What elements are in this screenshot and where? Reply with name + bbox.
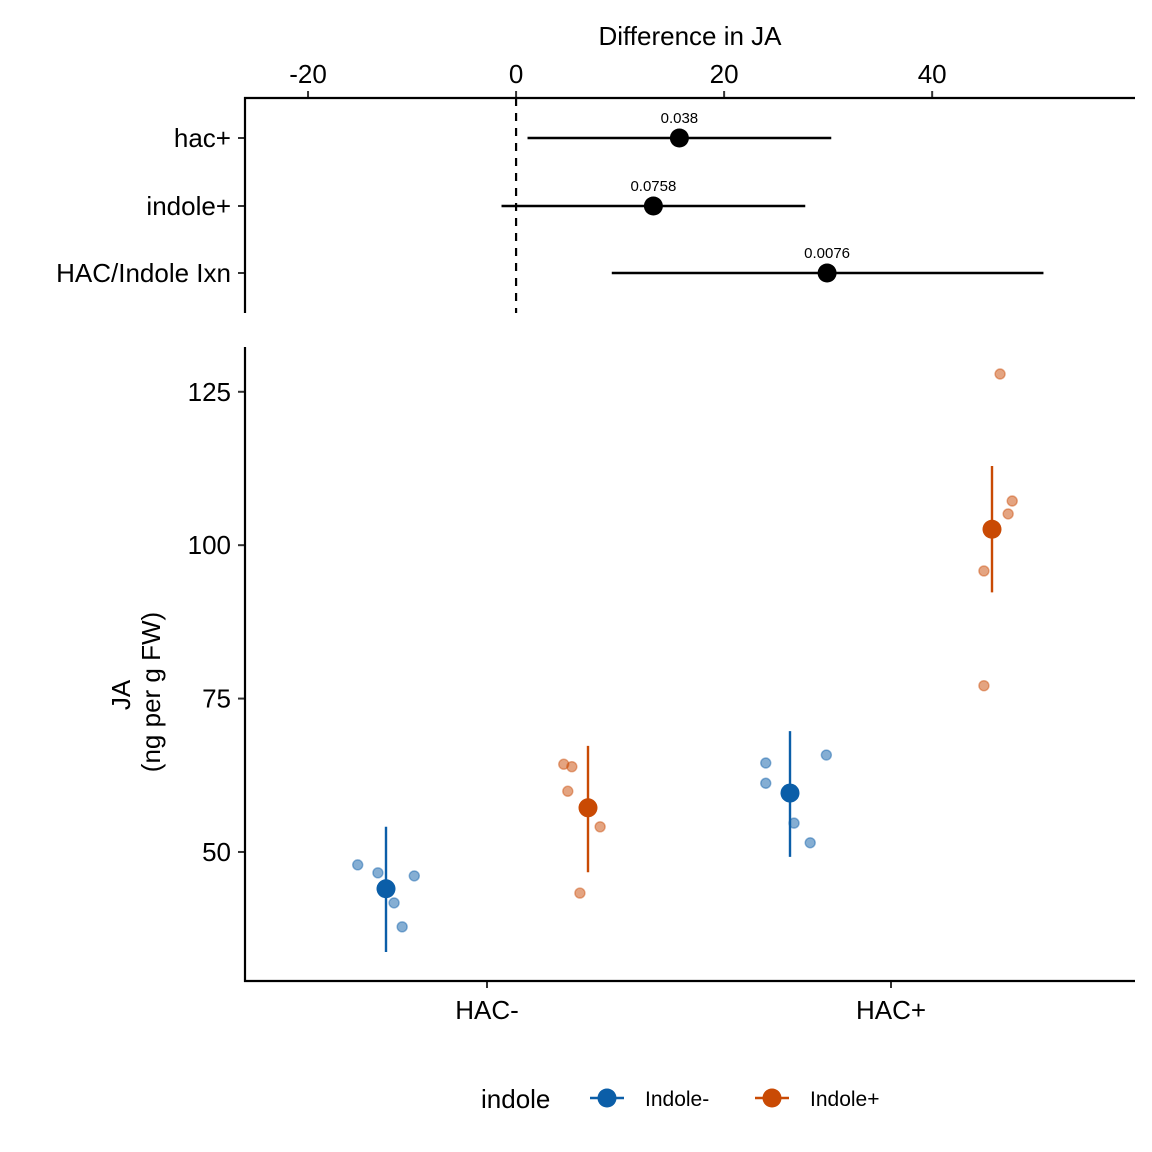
forest-y-tick-label: indole+ [146, 191, 231, 221]
forest-estimate-point [669, 128, 689, 148]
means-panel: 50 75 100 125 HAC- HAC+ JA (ng per g FW) [106, 347, 1135, 1025]
ja-y-tick-label: 50 [202, 837, 231, 867]
raw-data-point [396, 921, 408, 933]
legend-entries: Indole- Indole+ [590, 1088, 879, 1111]
raw-data-point [760, 777, 772, 789]
forest-x-axis-ticks: -20 0 20 40 [289, 59, 947, 98]
forest-x-tick-label: 40 [918, 59, 947, 89]
raw-data-point [562, 785, 574, 797]
raw-data-point [978, 679, 990, 692]
raw-data-point [594, 821, 606, 833]
mean-point [376, 879, 396, 899]
legend-key-point [597, 1088, 617, 1108]
mean-point [780, 783, 800, 803]
forest-x-axis-title: Difference in JA [598, 21, 782, 51]
hac-x-tick-label: HAC- [455, 995, 519, 1025]
raw-data-point [820, 749, 833, 761]
raw-data-point [804, 837, 816, 849]
p-value-label: 0.0076 [804, 245, 850, 262]
raw-data-point [372, 867, 384, 879]
mean-point [982, 519, 1002, 539]
raw-data-point [566, 760, 578, 773]
raw-data-point [388, 897, 400, 909]
forest-estimate-point [643, 196, 663, 216]
raw-data-point [760, 757, 772, 769]
ja-y-tick-label: 75 [202, 684, 231, 714]
raw-data-point [352, 859, 364, 871]
forest-estimate-point [817, 263, 837, 283]
ja-y-axis-title: JA (ng per g FW) [106, 612, 166, 772]
raw-data-point [1006, 495, 1018, 507]
ja-y-tick-label: 100 [188, 530, 231, 560]
forest-x-tick-label: 0 [509, 59, 523, 89]
legend: indole Indole- Indole+ [481, 1084, 879, 1114]
raw-data-point [1002, 508, 1014, 520]
ja-y-axis-title-line2: (ng per g FW) [136, 612, 166, 772]
ja-y-axis-ticks: 50 75 100 125 [188, 377, 245, 867]
forest-panel: Difference in JA -20 0 20 40 hac+ indole+ HAC… [56, 21, 1135, 313]
raw-data-point [574, 887, 586, 899]
legend-title: indole [481, 1084, 550, 1114]
mean-point [578, 798, 598, 818]
ja-y-tick-label: 125 [188, 377, 231, 407]
forest-x-tick-label: 20 [710, 59, 739, 89]
forest-y-axis-ticks: hac+ indole+ HAC/Indole Ixn [56, 123, 245, 288]
raw-data-point [408, 870, 420, 882]
legend-key-point [762, 1088, 782, 1108]
legend-entry-label: Indole+ [810, 1088, 879, 1111]
raw-data-point [994, 368, 1006, 380]
hac-x-axis-ticks: HAC- HAC+ [455, 981, 926, 1025]
legend-entry-label: Indole- [645, 1088, 709, 1111]
hac-x-tick-label: HAC+ [856, 995, 926, 1025]
forest-y-tick-label: hac+ [174, 123, 231, 153]
mean-ci-marks [376, 466, 1002, 952]
ja-y-axis-title-line1: JA [106, 679, 136, 710]
raw-points [352, 368, 1018, 933]
forest-y-tick-label: HAC/Indole Ixn [56, 258, 231, 288]
p-value-label: 0.038 [661, 110, 699, 127]
raw-data-point [978, 565, 990, 577]
p-value-label: 0.0758 [630, 178, 676, 195]
forest-marks: 0.038 0.0758 0.0076 [501, 110, 1044, 283]
forest-x-tick-label: -20 [289, 59, 327, 89]
